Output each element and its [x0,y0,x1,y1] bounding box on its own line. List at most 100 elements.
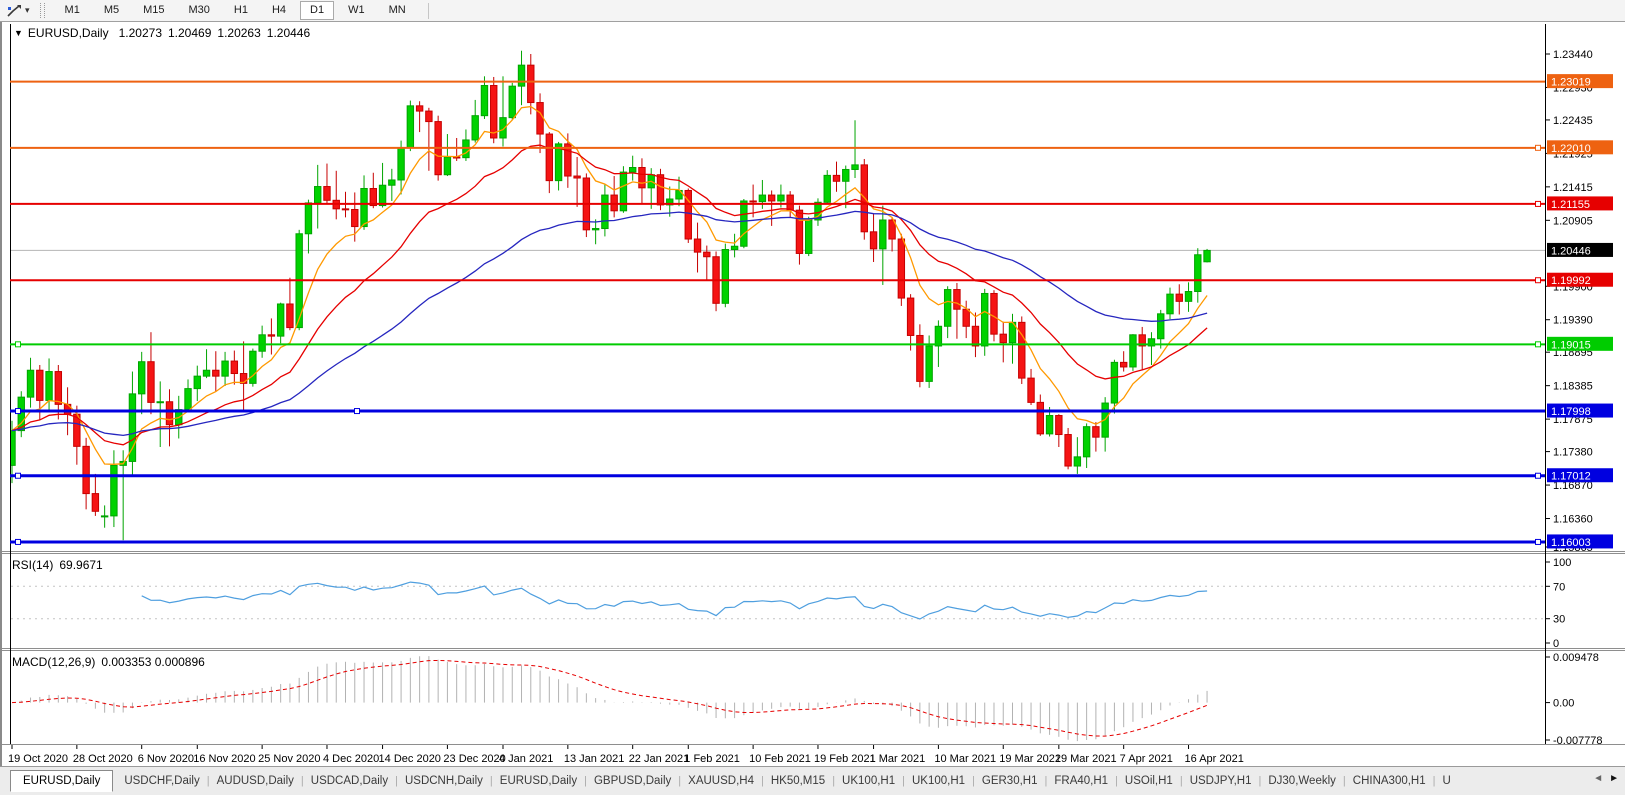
ohlc-close-value: 1.20446 [266,26,311,40]
svg-text:1.17012: 1.17012 [1551,471,1591,483]
symbol-tab-EURUSD-Daily[interactable]: EURUSD,Daily [10,770,114,792]
date-tick-label: 19 Oct 2020 [8,753,68,765]
date-tick-label: 25 Nov 2020 [258,753,320,765]
candle [480,76,489,119]
timeframe-button-MN[interactable]: MN [388,4,406,16]
timeframe-button-H4[interactable]: H4 [271,4,287,16]
candle [573,157,581,207]
symbol-tab-CHINA300-H1[interactable]: CHINA300,H1 [1352,775,1426,787]
candle [415,101,424,133]
price-axis[interactable]: 1.234401.229301.224351.219251.214151.209… [1545,49,1613,554]
hline-handle[interactable] [1535,144,1541,151]
hline-handle[interactable] [1535,472,1541,479]
symbol-tab-USDJPY-H1[interactable]: USDJPY,H1 [1189,775,1252,787]
candle [740,198,748,249]
symbol-tab-UK100-H1[interactable]: UK100,H1 [911,775,966,787]
symbol-tab-UK100-H1[interactable]: UK100,H1 [842,775,896,787]
ma-slow-line [11,210,1208,437]
rsi-label: RSI(14) [12,558,54,572]
candle [842,165,850,209]
hline-handle[interactable] [15,408,21,415]
macd-panel: 0.009478 0.00 -0.007778 [11,652,1603,747]
symbol-tab-GER30-H1[interactable]: GER30,H1 [981,775,1038,787]
svg-text:1.16003: 1.16003 [1551,537,1591,549]
timeframe-button-M30[interactable]: M30 [188,4,210,16]
timeframe-button-W1[interactable]: W1 [348,4,365,16]
hline-handle[interactable] [15,472,21,479]
symbol-tab-USDCHF-Daily[interactable]: USDCHF,Daily [124,775,200,787]
candle [1018,316,1026,385]
hline-handle[interactable] [15,341,21,348]
symbol-tab-FRA40-H1[interactable]: FRA40,H1 [1054,775,1109,787]
timeframe-button-M5[interactable]: M5 [103,4,120,16]
timeframe-button-M1[interactable]: M1 [64,4,80,16]
timeframe-button-H1[interactable]: H1 [233,4,248,16]
symbol-tab-GBPUSD-Daily[interactable]: GBPUSD,Daily [593,775,672,787]
price-chart-canvas[interactable]: 1.234401.229301.224351.219251.214151.209… [2,22,1625,766]
candle [879,205,887,285]
symbol-tab-USOil-H1[interactable]: USOil,H1 [1124,775,1173,787]
candle [943,286,952,339]
candle [693,222,702,273]
symbol-tab-HK50-M15[interactable]: HK50,M15 [770,775,826,787]
candle [517,50,526,106]
svg-text:1.22010: 1.22010 [1551,143,1591,155]
timeframe-button-D1[interactable]: D1 [300,1,335,20]
candle [508,82,516,120]
candle [730,233,739,258]
toolbar-separator [427,2,429,19]
candle [1203,248,1211,263]
panel-frames [2,24,1625,745]
hline-handle[interactable] [1535,200,1541,207]
candle [999,321,1007,363]
timeframe-button-M15[interactable]: M15 [143,4,165,16]
hline-handle[interactable] [15,538,21,545]
candle [1110,359,1119,414]
candle [212,351,220,392]
candle [1064,427,1072,470]
symbol-tab-DJ30-Weekly[interactable]: DJ30,Weekly [1268,775,1336,787]
price-tick-label: 1.16870 [1553,480,1593,492]
horizontal-lines-group [10,80,1545,545]
tab-separator: | [760,775,764,787]
candle [369,172,377,209]
svg-text:1.21155: 1.21155 [1551,199,1590,211]
symbol-tab-USDCAD-Daily[interactable]: USDCAD,Daily [310,775,389,787]
rsi-indicator-header: RSI(14) 69.9671 [12,558,109,572]
tab-separator: | [489,775,493,787]
hline-handle[interactable] [354,408,360,415]
date-tick-label: 16 Apr 2021 [1185,753,1244,765]
candle [425,107,433,171]
candle [684,188,692,243]
tab-separator: | [300,775,304,787]
symbol-tab-XAUUSD-H4[interactable]: XAUUSD,H4 [688,775,754,787]
ohlc-high-value: 1.20469 [168,26,212,40]
hline-price-label [1547,336,1613,351]
hline-handle[interactable] [1535,341,1541,348]
candles-group [11,50,1211,541]
cursor-tool-icon[interactable] [6,4,22,18]
symbol-tab-USDCNH-Daily[interactable]: USDCNH,Daily [404,775,483,787]
symbol-tab-U[interactable]: U [1442,775,1451,787]
timeframe-buttons: M1 M5 M15 M30 H1 H4 D1 W1 MN [53,1,418,20]
date-tick-label: 6 Nov 2020 [138,753,194,765]
candle [823,170,831,204]
tabs-scroll-left-icon[interactable]: ◄ [1593,773,1604,784]
date-tick-label: 29 Mar 2021 [1055,753,1117,765]
candle [703,245,711,281]
candle [147,332,155,415]
symbol-tab-EURUSD-Daily[interactable]: EURUSD,Daily [499,775,578,787]
date-axis[interactable]: 19 Oct 2020 28 Oct 2020 6 Nov 2020 16 Nov 2… [8,745,1244,765]
date-tick-label: 1 Feb 2021 [684,753,740,765]
toolbar-grip-handle[interactable] [39,3,45,18]
symbol-tab-AUDUSD-Daily[interactable]: AUDUSD,Daily [216,775,294,787]
chart-menu-caret-icon[interactable]: ▼ [14,28,23,38]
tabs-scroll-right-icon[interactable]: ► [1609,773,1619,784]
hline-price-label [1547,403,1613,418]
hline-handle[interactable] [1535,538,1541,545]
price-tick-label: 1.17380 [1553,447,1593,459]
tool-dropdown-caret-icon[interactable]: ▾ [25,5,30,15]
chart-window[interactable]: 1.23440 1.22930 1.22435 1.21925 1.21415 1.209… [0,22,1625,766]
hline-handle[interactable] [1535,277,1541,284]
date-tick-label: 1 Mar 2021 [870,753,926,765]
